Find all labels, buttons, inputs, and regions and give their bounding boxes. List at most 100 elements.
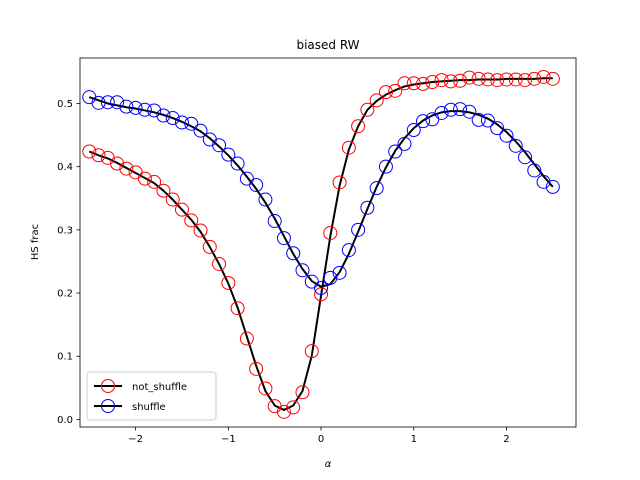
data-point-shuffle [536,174,551,189]
data-point-not-shuffle [304,344,319,359]
data-point-shuffle [165,111,180,126]
data-point-not-shuffle [332,175,347,190]
legend-marker-shuffle [101,399,115,413]
legend-label-shuffle: shuffle [132,402,166,413]
data-point-not-shuffle [137,171,152,186]
chart-title: biased RW [296,38,359,52]
data-point-shuffle [276,231,291,246]
data-point-not-shuffle [471,71,486,86]
data-point-shuffle [397,136,412,151]
data-point-not-shuffle [527,71,542,86]
data-point-shuffle [119,99,134,114]
y-tick-label: 0.0 [57,415,73,426]
data-point-shuffle [369,181,384,196]
data-point-shuffle [230,156,245,171]
data-point-not-shuffle [276,404,291,419]
data-point-shuffle [110,95,125,110]
data-point-not-shuffle [480,72,495,87]
plot-area [80,58,576,427]
data-point-not-shuffle [193,223,208,238]
data-point-shuffle [351,222,366,237]
legend-label-not-shuffle: not_shuffle [132,382,187,393]
data-point-not-shuffle [221,275,236,290]
data-point-shuffle [156,108,171,123]
y-tick-label: 0.2 [57,289,73,300]
data-point-not-shuffle [230,301,245,316]
data-point-not-shuffle [147,174,162,189]
data-point-not-shuffle [249,361,264,376]
data-point-not-shuffle [406,76,421,91]
data-point-not-shuffle [174,202,189,217]
data-point-shuffle [258,192,273,207]
data-point-shuffle [341,243,356,258]
data-point-shuffle [518,150,533,165]
x-tick-label: −1 [221,434,236,445]
y-tick-label: 0.3 [57,225,73,236]
data-point-shuffle [137,102,152,117]
data-point-not-shuffle [119,161,134,176]
data-point-not-shuffle [499,72,514,87]
data-point-shuffle [332,265,347,280]
data-point-shuffle [174,115,189,130]
data-point-shuffle [314,280,329,295]
y-tick-label: 0.1 [57,352,73,363]
data-point-shuffle [434,105,449,120]
data-point-not-shuffle [536,69,551,84]
data-point-shuffle [249,178,264,192]
y-tick-label: 0.5 [57,99,73,110]
data-point-not-shuffle [416,76,431,91]
series-shuffle [82,90,560,295]
data-point-not-shuffle [453,73,468,88]
y-axis-label: HS frac [30,224,41,260]
data-point-shuffle [462,104,477,119]
data-point-not-shuffle [518,73,533,88]
data-point-not-shuffle [378,85,393,100]
x-axis: −2 −1 0 1 2 [128,427,510,445]
data-point-not-shuffle [184,213,199,228]
data-point-shuffle [91,95,106,110]
data-point-not-shuffle [91,148,106,163]
x-tick-label: 1 [411,434,417,445]
data-point-shuffle [499,128,514,143]
data-point-not-shuffle [323,226,338,241]
data-point-shuffle [267,214,282,229]
data-point-not-shuffle [202,239,217,254]
y-tick-label: 0.4 [57,162,73,173]
data-point-shuffle [388,144,403,159]
data-point-not-shuffle [295,385,310,400]
data-point-shuffle [527,163,542,178]
data-point-shuffle [100,95,115,110]
data-point-shuffle [212,138,227,153]
data-point-shuffle [545,179,560,194]
data-point-not-shuffle [434,73,449,88]
data-point-shuffle [221,147,236,162]
data-point-shuffle [508,138,523,153]
data-point-shuffle [378,159,393,174]
data-point-not-shuffle [239,331,254,346]
data-point-shuffle [286,246,301,261]
x-tick-label: 0 [318,434,324,445]
data-point-shuffle [490,121,505,136]
data-point-shuffle [295,263,310,278]
data-point-shuffle [416,114,431,129]
data-point-not-shuffle [156,183,171,198]
data-point-shuffle [193,123,208,138]
data-point-not-shuffle [425,75,440,90]
data-point-not-shuffle [110,156,125,171]
data-point-not-shuffle [258,381,273,396]
data-point-not-shuffle [369,93,384,108]
data-point-not-shuffle [286,400,301,415]
data-point-not-shuffle [165,192,180,207]
data-point-not-shuffle [360,102,375,117]
data-point-not-shuffle [314,287,329,302]
data-point-shuffle [453,102,468,117]
data-point-shuffle [128,100,143,115]
data-point-shuffle [480,113,495,128]
data-point-shuffle [184,116,199,131]
data-point-not-shuffle [82,144,97,159]
legend-marker-not-shuffle [101,379,115,393]
data-point-shuffle [406,123,421,138]
data-point-not-shuffle [443,74,458,89]
series-layer [82,69,560,419]
